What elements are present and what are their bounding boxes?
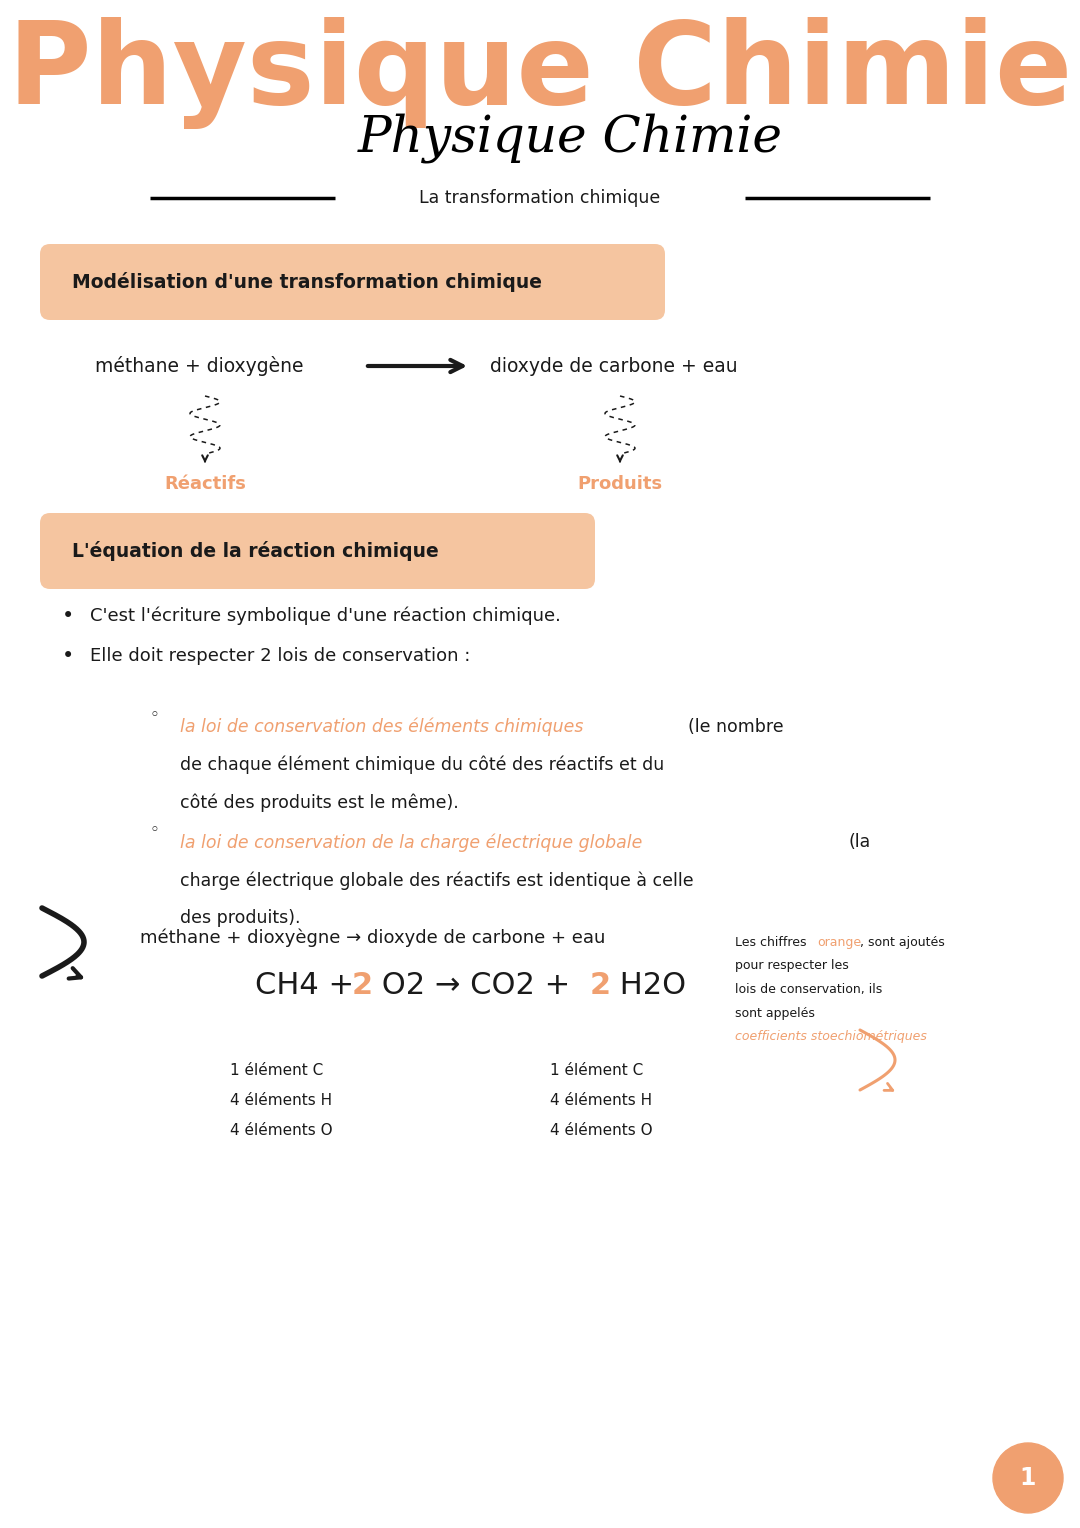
Text: , sont ajoutés: , sont ajoutés	[860, 937, 945, 949]
Text: lois de conservation, ils: lois de conservation, ils	[735, 983, 882, 996]
Text: 1 élément C: 1 élément C	[550, 1063, 644, 1077]
Text: 2: 2	[590, 972, 611, 1001]
Text: 4 éléments H: 4 éléments H	[230, 1093, 333, 1108]
Text: de chaque élément chimique du côté des réactifs et du: de chaque élément chimique du côté des r…	[180, 756, 664, 775]
Text: •: •	[62, 646, 75, 666]
Text: 4 éléments O: 4 éléments O	[550, 1123, 652, 1138]
Text: Modélisation d'une transformation chimique: Modélisation d'une transformation chimiq…	[72, 272, 542, 292]
Text: sont appelés: sont appelés	[735, 1007, 815, 1019]
Text: (la: (la	[848, 833, 870, 851]
Text: O2 → CO2 +: O2 → CO2 +	[372, 972, 580, 1001]
Text: La transformation chimique: La transformation chimique	[419, 189, 661, 206]
Text: (le nombre: (le nombre	[688, 718, 784, 736]
Text: charge électrique globale des réactifs est identique à celle: charge électrique globale des réactifs e…	[180, 871, 693, 889]
Text: dioxyde de carbone + eau: dioxyde de carbone + eau	[490, 356, 738, 376]
Text: la loi de conservation de la charge électrique globale: la loi de conservation de la charge élec…	[180, 833, 643, 851]
Text: 2: 2	[352, 972, 373, 1001]
Text: •: •	[62, 607, 75, 626]
Text: ◦: ◦	[150, 821, 160, 839]
Text: Les chiffres: Les chiffres	[735, 937, 810, 949]
Text: C'est l'écriture symbolique d'une réaction chimique.: C'est l'écriture symbolique d'une réacti…	[90, 607, 561, 625]
Text: méthane + dioxyègne → dioxyde de carbone + eau: méthane + dioxyègne → dioxyde de carbone…	[140, 929, 606, 947]
Text: Produits: Produits	[578, 475, 662, 494]
Text: H2O: H2O	[610, 972, 686, 1001]
Text: pour respecter les: pour respecter les	[735, 960, 849, 972]
Text: CH4 +: CH4 +	[255, 972, 364, 1001]
Text: Elle doit respecter 2 lois de conservation :: Elle doit respecter 2 lois de conservati…	[90, 646, 471, 665]
Text: Réactifs: Réactifs	[164, 475, 246, 494]
Circle shape	[993, 1442, 1063, 1513]
Text: 4 éléments H: 4 éléments H	[550, 1093, 652, 1108]
Text: méthane + dioxygène: méthane + dioxygène	[95, 356, 303, 376]
Text: 1: 1	[1020, 1465, 1036, 1490]
Text: 1 élément C: 1 élément C	[230, 1063, 323, 1077]
Text: 4 éléments O: 4 éléments O	[230, 1123, 333, 1138]
Text: ◦: ◦	[150, 706, 160, 724]
Text: orange: orange	[816, 937, 861, 949]
Text: L'équation de la réaction chimique: L'équation de la réaction chimique	[72, 541, 438, 561]
Text: des produits).: des produits).	[180, 909, 300, 927]
FancyBboxPatch shape	[40, 244, 665, 319]
Text: la loi de conservation des éléments chimiques: la loi de conservation des éléments chim…	[180, 718, 583, 736]
Text: côté des produits est le même).: côté des produits est le même).	[180, 795, 459, 813]
FancyBboxPatch shape	[40, 513, 595, 588]
Text: Physique Chimie: Physique Chimie	[8, 17, 1072, 128]
Text: coefficients stoechiométriques: coefficients stoechiométriques	[735, 1030, 927, 1044]
Text: Physique Chimie: Physique Chimie	[357, 113, 783, 163]
